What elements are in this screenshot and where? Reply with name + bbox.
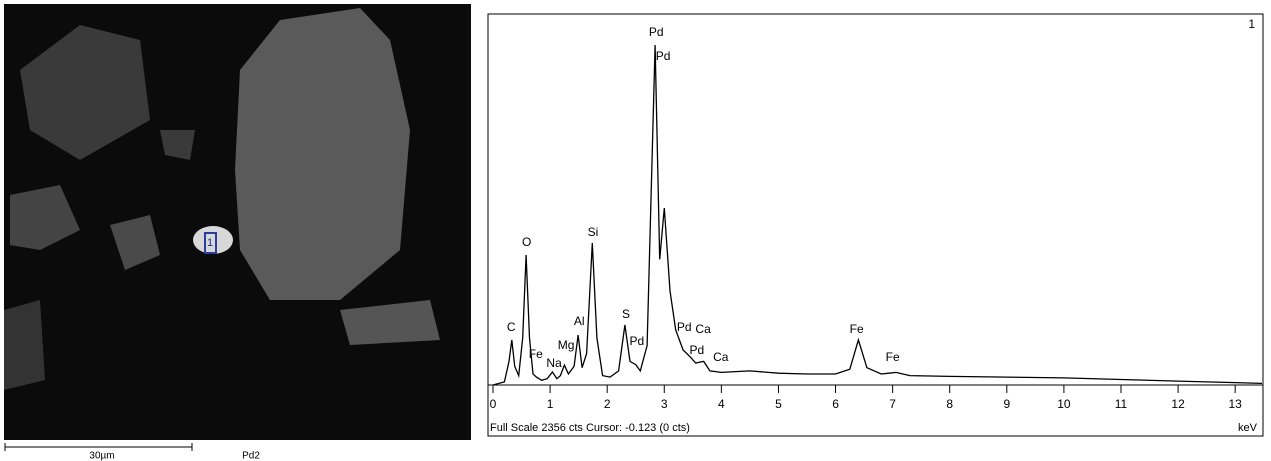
x-tick-label: 9 [1003,397,1010,411]
x-tick-label: 11 [1115,397,1128,411]
scale-bar-label: 30µm [89,451,114,461]
x-tick-label: 0 [490,397,497,411]
sem-image: 1 30µm Pd2 [4,4,471,461]
sem-particle [10,185,80,250]
x-axis-label: keV [1238,422,1258,434]
sem-particle [340,300,440,345]
peak-label: Fe [886,350,900,364]
x-tick-label: 13 [1228,397,1242,411]
peak-label: Pd [677,320,692,334]
x-tick-label: 12 [1171,397,1185,411]
peak-label: S [622,307,630,321]
peak-label: Fe [529,347,543,361]
peak-label: Pd [630,334,645,348]
spectrum-line [492,44,1263,386]
x-tick-label: 8 [946,397,953,411]
point-marker [204,232,217,254]
sem-bright-spot [193,226,233,254]
x-tick-label: 10 [1057,397,1071,411]
sem-particle [110,215,160,270]
peak-label: Pd [656,49,671,63]
peak-label: Na [546,356,562,370]
spectrum-number: 1 [1248,17,1255,31]
peak-label: Si [588,225,599,239]
x-tick-label: 7 [889,397,896,411]
spectrum-frame [487,13,1264,437]
peak-label: Pd [689,343,704,357]
point-label: 1 [207,237,213,249]
peak-label: O [522,235,531,249]
peak-label: Al [574,314,585,328]
x-tick-label: 4 [718,397,725,411]
sem-particle [160,130,195,160]
x-tick-label: 5 [775,397,782,411]
peak-label: Mg [558,338,575,352]
x-tick-label: 2 [604,397,611,411]
peak-label: Pd [649,25,664,39]
x-tick-label: 1 [547,397,554,411]
x-tick-label: 6 [832,397,839,411]
sem-particle [235,8,410,300]
x-tick-label: 3 [661,397,668,411]
peak-label: C [507,320,516,334]
peak-label: Ca [695,322,711,336]
sem-particle [4,300,45,390]
sem-particle [20,25,150,160]
peak-label: Fe [850,322,864,336]
sample-label: Pd2 [242,451,260,461]
footer: Full Scale 2356 cts Cursor: -0.123 (0 ct… [490,422,690,434]
peak-label: Ca [713,350,729,364]
